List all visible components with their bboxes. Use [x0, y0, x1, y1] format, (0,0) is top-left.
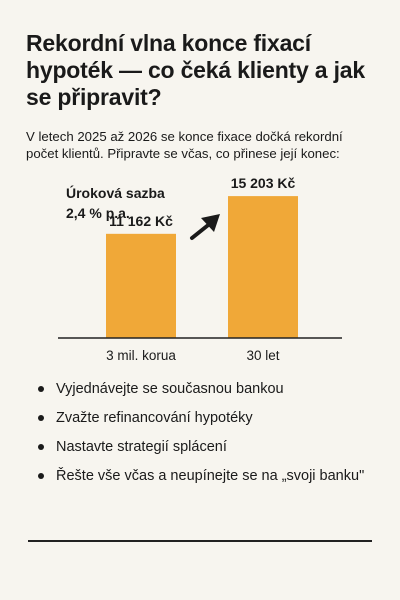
- category-label: 3 mil. korua: [106, 348, 176, 363]
- bullet-dot-icon: [38, 444, 44, 450]
- bullet-dot-icon: [38, 473, 44, 479]
- tip-item: Nastavte strategií splácení: [38, 438, 368, 457]
- bar-2: [228, 196, 298, 338]
- page-title: Rekordní vlna konce fixací hypoték — co …: [26, 30, 365, 110]
- tips-list: Vyjednávejte se současnou bankou Zvažte r…: [38, 380, 368, 496]
- bars-group: 11 162 Kč 15 203 Kč: [106, 175, 298, 338]
- bar-value-label: 15 203 Kč: [231, 175, 296, 191]
- bar-value-label: 11 162 Kč: [109, 213, 173, 229]
- tip-item: Vyjednávejte se současnou bankou: [38, 380, 368, 399]
- tip-item: Řešte vše včas a neupínejte se na „svoji…: [38, 467, 368, 486]
- tip-text: Vyjednávejte se současnou bankou: [56, 381, 284, 397]
- category-label: 30 let: [246, 348, 279, 363]
- annotation-line-rate-value: 2,4 % p.a.: [66, 205, 130, 221]
- intro-text: V letech 2025 až 2026 se konce fixace do…: [26, 129, 343, 161]
- bullet-dot-icon: [38, 386, 44, 392]
- annotation-group: Úroková sazba 2,4 % p.a.: [66, 184, 165, 221]
- annotation-line-rate-label: Úroková sazba: [66, 184, 165, 201]
- bar-1: [106, 233, 176, 338]
- tip-text: Řešte vše včas a neupínejte se na „svoji…: [56, 468, 365, 484]
- category-labels-group: 3 mil. korua 30 let: [106, 348, 280, 363]
- payment-bar-chart: Úroková sazba 2,4 % p.a. 11 162 Kč 15 203…: [58, 175, 342, 363]
- increase-arrow-icon: [190, 214, 220, 240]
- bullet-dot-icon: [38, 415, 44, 421]
- tip-text: Zvažte refinancování hypotéky: [56, 410, 253, 426]
- bottom-divider: [28, 540, 372, 542]
- tip-text: Nastavte strategií splácení: [56, 439, 227, 455]
- arrow-head: [201, 214, 220, 232]
- tip-item: Zvažte refinancování hypotéky: [38, 409, 368, 428]
